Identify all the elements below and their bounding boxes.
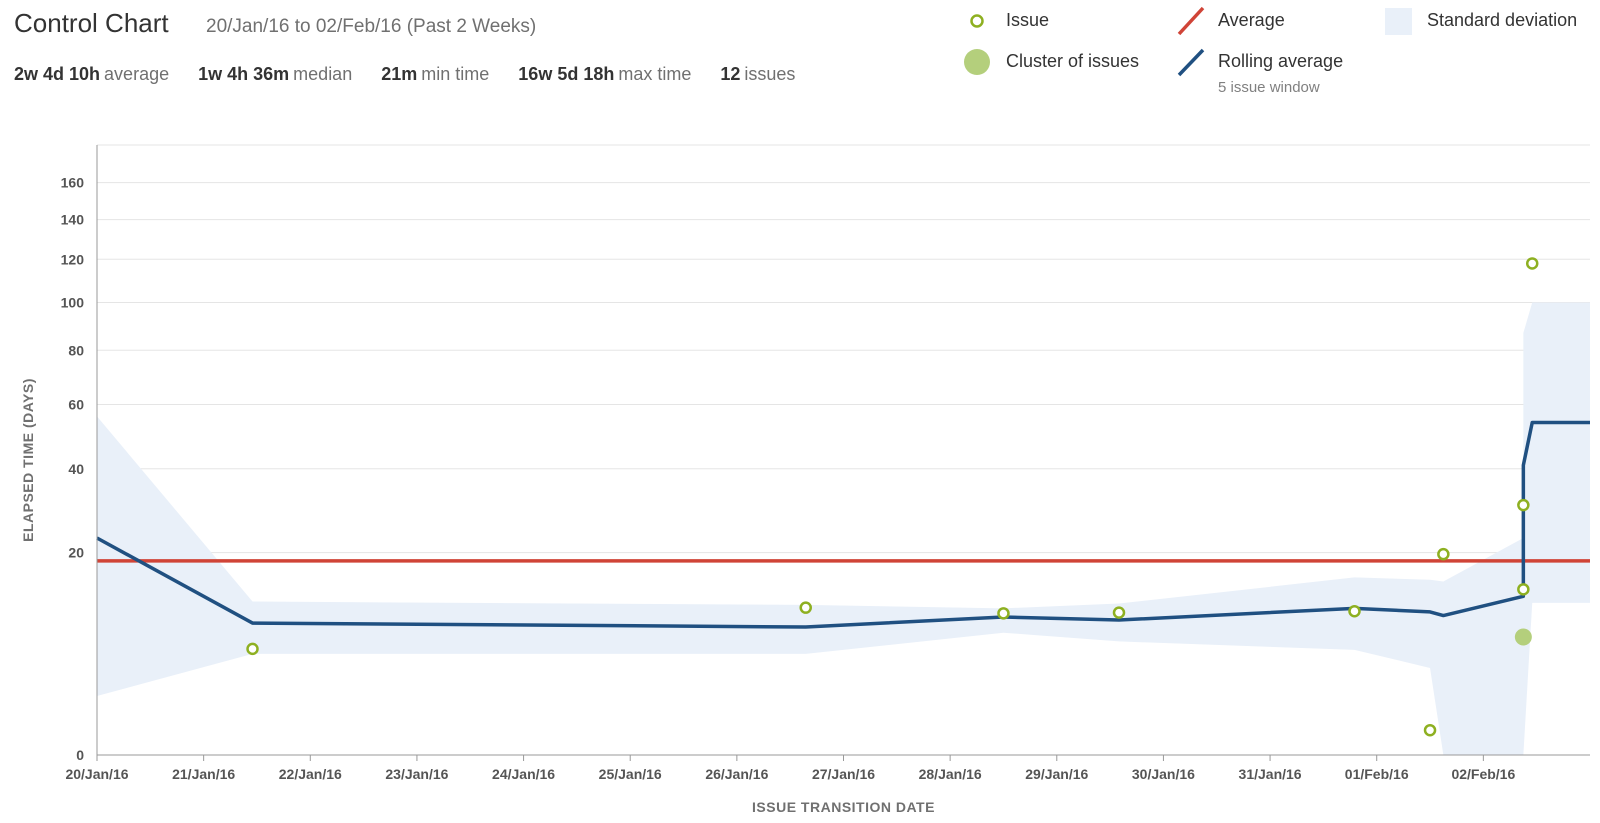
issue-point[interactable] xyxy=(1112,606,1126,619)
legend-rolling-label[interactable]: Rolling average xyxy=(1218,51,1344,71)
y-tick-label: 40 xyxy=(68,461,84,477)
legend-stddev-icon[interactable] xyxy=(1385,8,1412,35)
rolling-average-line xyxy=(96,420,1590,629)
stat-average: 2w 4d 10h average xyxy=(14,64,169,84)
issue-point[interactable] xyxy=(1517,498,1530,512)
y-tick-label: 120 xyxy=(61,251,85,267)
legend-issue-label[interactable]: Issue xyxy=(1006,10,1050,30)
issue-point[interactable] xyxy=(1348,604,1361,618)
legend-cluster-icon[interactable] xyxy=(964,49,990,75)
legend-rolling-window: 5 issue window xyxy=(1218,79,1320,96)
x-tick-label: 22/Jan/16 xyxy=(279,766,342,782)
stat-min-label: min time xyxy=(421,64,490,84)
x-axis-title: ISSUE TRANSITION DATE xyxy=(752,799,935,815)
x-tick-label: 31/Jan/16 xyxy=(1239,766,1302,782)
y-tick-label: 160 xyxy=(61,175,85,191)
legend-rolling-icon[interactable] xyxy=(1177,48,1205,77)
legend-average-icon[interactable] xyxy=(1177,6,1205,36)
chart-date-range: 20/Jan/16 to 02/Feb/16 (Past 2 Weeks) xyxy=(206,16,537,37)
legend-stddev-label[interactable]: Standard deviation xyxy=(1427,10,1578,30)
stat-average-label: average xyxy=(104,64,170,84)
x-tick-label: 20/Jan/16 xyxy=(65,766,128,782)
chart-title: Control Chart xyxy=(14,8,169,38)
x-tick-label: 30/Jan/16 xyxy=(1132,766,1195,782)
y-tick-label: 100 xyxy=(61,294,85,310)
stat-max: 16w 5d 18h max time xyxy=(518,64,691,84)
stat-issues-value: 12 xyxy=(720,64,741,84)
issue-point[interactable] xyxy=(997,607,1010,620)
x-tick-label: 23/Jan/16 xyxy=(385,766,448,782)
x-tick-label: 28/Jan/16 xyxy=(919,766,982,782)
x-tick-label: 01/Feb/16 xyxy=(1345,766,1409,782)
issue-point[interactable] xyxy=(1423,723,1437,737)
stat-max-label: max time xyxy=(618,64,692,84)
stat-max-value: 16w 5d 18h xyxy=(518,64,615,84)
stat-min: 21m min time xyxy=(381,64,489,84)
stat-median: 1w 4h 36m median xyxy=(198,64,352,84)
stat-min-value: 21m xyxy=(381,64,418,84)
y-tick-label: 60 xyxy=(68,396,84,412)
x-tick-label: 21/Jan/16 xyxy=(172,766,235,782)
y-axis-title: ELAPSED TIME (DAYS) xyxy=(20,378,36,542)
issue-point[interactable] xyxy=(1517,583,1530,596)
y-tick-label: 80 xyxy=(68,342,84,358)
issue-point[interactable] xyxy=(246,642,259,656)
x-tick-label: 24/Jan/16 xyxy=(492,766,555,782)
y-tick-label: 140 xyxy=(61,212,85,228)
std-deviation-band xyxy=(97,302,1590,755)
y-tick-label: 20 xyxy=(68,545,84,561)
issue-cluster-point[interactable] xyxy=(1514,628,1532,646)
summary-stats: 2w 4d 10h average 1w 4h 36m median 21m min … xyxy=(14,64,819,85)
stat-issues: 12 issues xyxy=(720,64,795,84)
issue-point[interactable] xyxy=(1525,257,1539,270)
x-tick-label: 02/Feb/16 xyxy=(1451,766,1515,782)
issue-point[interactable] xyxy=(799,601,812,614)
legend-symbols xyxy=(964,6,1412,77)
x-tick-label: 26/Jan/16 xyxy=(705,766,768,782)
stat-issues-label: issues xyxy=(744,64,796,84)
legend-average-label[interactable]: Average xyxy=(1218,10,1285,30)
x-tick-label: 29/Jan/16 xyxy=(1025,766,1088,782)
legend-cluster-label[interactable]: Cluster of issues xyxy=(1006,51,1140,71)
issue-point[interactable] xyxy=(1437,547,1450,561)
x-tick-label: 25/Jan/16 xyxy=(599,766,662,782)
stat-median-value: 1w 4h 36m xyxy=(198,64,290,84)
legend-issue-icon[interactable] xyxy=(970,14,984,28)
y-tick-label: 0 xyxy=(76,747,84,763)
stat-median-label: median xyxy=(293,64,353,84)
x-tick-label: 27/Jan/16 xyxy=(812,766,875,782)
stat-average-value: 2w 4d 10h xyxy=(14,64,101,84)
